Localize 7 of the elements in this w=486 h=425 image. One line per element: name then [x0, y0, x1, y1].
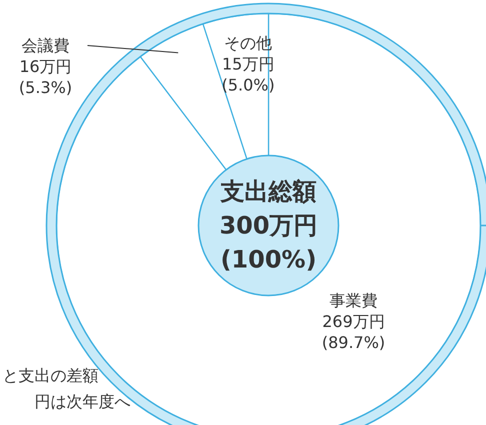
- data-label: 269万円 (89.7%): [322, 312, 386, 352]
- data-label: 16万円 (5.3%): [18, 57, 72, 97]
- slice-label: 事業費: [330, 291, 378, 310]
- text: と支出の差額: [2, 366, 98, 385]
- slice-label: 会議費: [22, 36, 70, 55]
- text: 円は次年度へ: [34, 392, 130, 411]
- text: 支出総額 300万円 (100%): [219, 178, 318, 274]
